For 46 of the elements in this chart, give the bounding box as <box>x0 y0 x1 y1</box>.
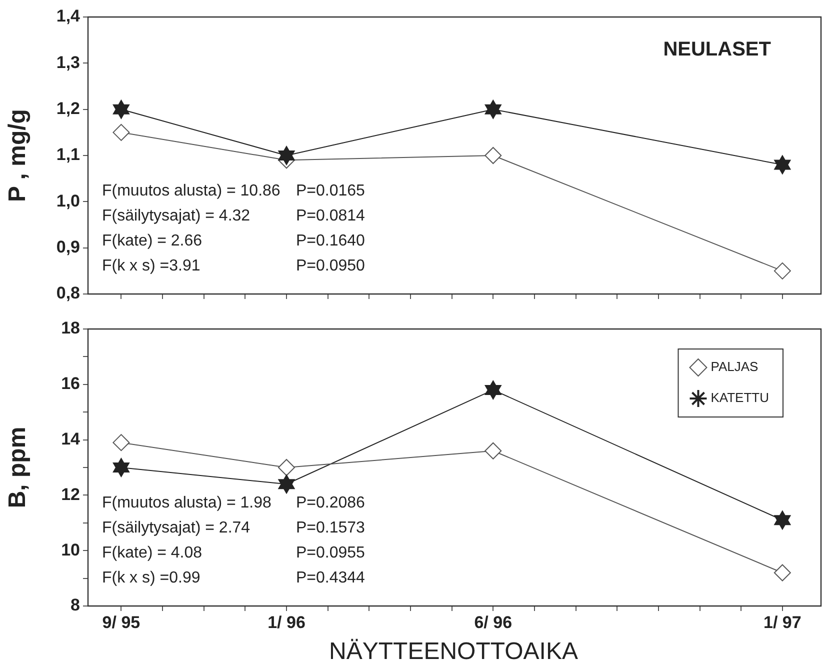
point <box>112 124 130 141</box>
y-tick-label: 1,4 <box>56 6 81 26</box>
point <box>112 434 130 452</box>
x-tick-label: 1/ 96 <box>268 612 306 632</box>
annotation: F(kate) = 2.66 <box>102 232 202 250</box>
y-axis-title: P , mg/g <box>4 109 32 202</box>
annotation: F(muutos alusta) = 1.98 <box>102 494 272 512</box>
y-tick-label: 1,0 <box>56 191 80 210</box>
annotation: F(k x s) =0.99 <box>102 569 200 586</box>
y-tick-label: 12 <box>61 484 80 504</box>
point <box>774 564 791 582</box>
annotation: P=0.1640 <box>296 232 366 250</box>
legend-label: PALJAS <box>710 359 759 374</box>
legend-label: KATETTU <box>710 390 770 406</box>
annotation: P=0.0165 <box>296 182 366 200</box>
annotation: P=0.0814 <box>296 207 366 224</box>
annotation: P=0.4344 <box>296 569 366 586</box>
y-tick-label: 1,1 <box>56 145 80 164</box>
y-tick-label: 0,9 <box>56 238 80 257</box>
annotation: F(k x s) =3.91 <box>102 257 200 274</box>
annotation: F(säilytysajat) = 2.74 <box>102 519 250 536</box>
annotation: P=0.1573 <box>296 519 366 536</box>
annotation: F(muutos alusta) = 10.86 <box>102 182 280 200</box>
x-axis-title: NÄYTTEENOTTOAIKA <box>329 638 578 666</box>
y-tick-label: 10 <box>61 540 80 560</box>
y-axis-title: B, ppm <box>4 426 32 508</box>
y-tick-label: 18 <box>61 318 80 338</box>
text: NEULASET <box>663 38 771 61</box>
point <box>484 442 502 460</box>
y-tick-label: 1,2 <box>56 99 80 118</box>
annotation: F(kate) = 4.08 <box>102 544 202 562</box>
annotation: P=0.0950 <box>296 257 366 274</box>
y-tick-label: 0,8 <box>56 284 80 303</box>
y-tick-label: 14 <box>61 429 81 448</box>
x-tick-label: 9/ 95 <box>102 612 140 632</box>
x-tick-label: 1/ 97 <box>764 612 802 632</box>
x-tick-label: 6/ 96 <box>474 612 512 632</box>
annotation: P=0.0955 <box>296 544 366 562</box>
point <box>774 262 791 280</box>
y-tick-label: 16 <box>61 374 80 394</box>
point <box>484 147 502 164</box>
annotation: P=0.2086 <box>296 494 366 512</box>
y-tick-label: 1,3 <box>56 52 80 72</box>
y-tick-label: 8 <box>70 596 80 615</box>
annotation: F(säilytysajat) = 4.32 <box>102 207 250 224</box>
point <box>278 459 295 476</box>
